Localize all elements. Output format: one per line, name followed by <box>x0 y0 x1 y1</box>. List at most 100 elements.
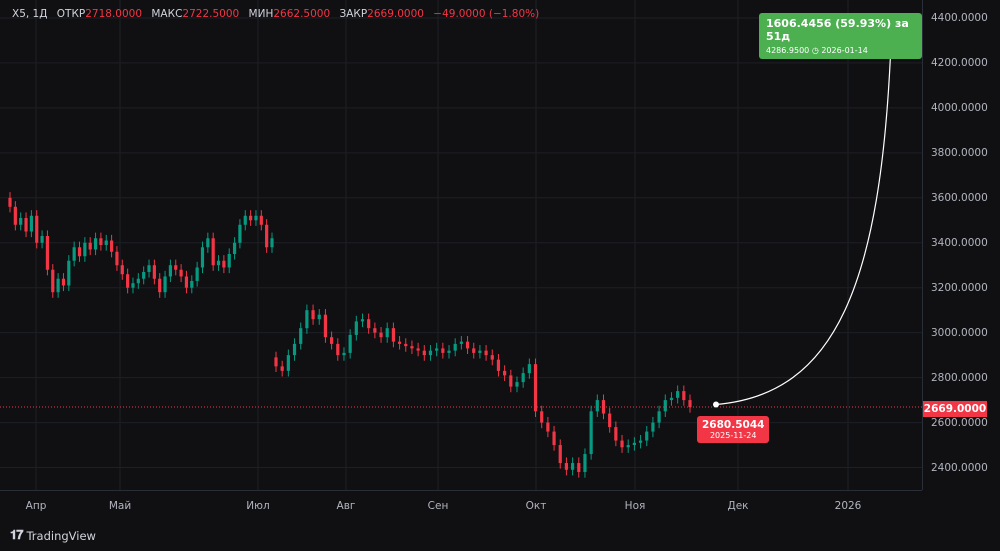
candle-body <box>99 238 103 245</box>
candle-body <box>546 422 550 432</box>
start-point-date: 2025-11-24 <box>709 431 757 440</box>
candle-body <box>626 445 630 448</box>
candle-body <box>115 251 119 266</box>
candle-body <box>360 319 365 322</box>
candle-body <box>459 341 463 344</box>
projection-date: 2026-01-14 <box>821 46 868 55</box>
close-label: ЗАКР <box>339 8 368 20</box>
candle-body <box>131 283 135 288</box>
candle-body <box>274 357 278 367</box>
projection-label[interactable]: 1606.4456 (59.93%) за 51д 4286.9500 ◷ 20… <box>759 13 922 59</box>
candle-body <box>83 242 87 257</box>
candle-body <box>152 265 156 279</box>
candlestick-chart[interactable] <box>0 0 922 490</box>
x-tick-label: Сен <box>427 500 449 512</box>
candle-body <box>552 431 556 446</box>
candle-body <box>227 253 231 268</box>
x-tick-label: Авг <box>336 500 356 512</box>
candle-body <box>669 397 674 401</box>
candle-body <box>379 332 383 338</box>
candle-body <box>45 236 50 270</box>
candle-body <box>496 359 501 371</box>
candle-body <box>67 260 71 286</box>
candle-body <box>373 328 377 333</box>
candle-body <box>8 197 12 207</box>
candle-body <box>216 260 221 266</box>
candle-body <box>270 238 274 248</box>
candle-body <box>620 440 624 448</box>
clock-icon: ◷ <box>811 46 819 55</box>
candle-body <box>211 238 215 266</box>
candle-body <box>682 391 686 401</box>
candle-body <box>657 411 661 423</box>
projection-price-date: 4286.9500 ◷ 2026-01-14 <box>766 46 915 55</box>
candle-body <box>428 350 433 356</box>
open-value: 2718.0000 <box>85 8 143 20</box>
candle-body <box>292 343 297 356</box>
candle-body <box>109 240 114 252</box>
candle-body <box>385 328 389 338</box>
y-tick-label: 4000.0000 <box>931 101 988 114</box>
open-label: ОТКР <box>56 8 86 20</box>
candle-body <box>533 364 538 412</box>
candle-body <box>336 343 340 356</box>
tradingview-brand[interactable]: 𝟏𝟕 TradingView <box>10 528 96 543</box>
candle-body <box>676 391 680 398</box>
candle-body <box>238 224 242 243</box>
candle-body <box>174 265 178 270</box>
candle-body <box>93 238 98 250</box>
high-label: МАКС <box>151 8 183 20</box>
candle-body <box>478 350 482 353</box>
candle-body <box>651 422 655 432</box>
candle-body <box>416 348 420 351</box>
candle-body <box>663 400 667 412</box>
candle-body <box>330 337 334 344</box>
candle-body <box>190 280 194 288</box>
x-tick-label: Апр <box>25 500 47 512</box>
candle-body <box>158 278 162 293</box>
candle-body <box>608 413 612 428</box>
candle-body <box>391 328 396 342</box>
candle-body <box>521 373 525 383</box>
candle-body <box>88 242 92 250</box>
candle-body <box>484 350 488 356</box>
symbol-interval[interactable]: X5, 1Д <box>12 8 48 20</box>
candle-body <box>104 240 108 245</box>
candle-body <box>397 341 402 344</box>
candle-body <box>195 267 199 281</box>
x-tick-label: Окт <box>525 500 547 512</box>
candle-body <box>311 310 315 320</box>
candle-body <box>577 463 581 473</box>
start-point-label[interactable]: 2680.5044 2025-11-24 <box>697 416 770 443</box>
candle-body <box>367 319 371 329</box>
candle-body <box>583 454 587 473</box>
low-label: МИН <box>248 8 274 20</box>
candle-body <box>249 215 253 221</box>
candle-body <box>348 334 352 353</box>
candle-body <box>354 321 358 335</box>
brand-name: TradingView <box>26 528 96 543</box>
candle-body <box>465 341 470 349</box>
candle-body <box>163 276 167 293</box>
change-value: −49.0000 (−1.80%) <box>433 8 540 20</box>
candle-body <box>56 278 60 293</box>
candle-body <box>206 238 210 248</box>
candle-body <box>24 218 28 232</box>
candle-body <box>19 218 23 225</box>
candle-body <box>40 236 44 243</box>
candle-body <box>136 278 140 284</box>
candle-body <box>515 382 519 387</box>
x-tick-label: 2026 <box>834 500 862 512</box>
candle-body <box>120 265 124 275</box>
candle-body <box>595 400 599 412</box>
ohlc-legend: X5, 1Д ОТКР2718.0000 МАКС2722.5000 МИН26… <box>12 8 539 20</box>
y-tick-label: 2600.0000 <box>931 416 988 429</box>
candle-body <box>222 260 226 268</box>
start-point-price: 2680.5044 <box>702 419 765 431</box>
y-tick-label: 3600.0000 <box>931 191 988 204</box>
x-tick-label: Май <box>108 500 132 512</box>
candle-body <box>527 364 531 374</box>
y-tick-label: 4200.0000 <box>931 56 988 69</box>
chart-plot-area[interactable]: X5, 1Д ОТКР2718.0000 МАКС2722.5000 МИН26… <box>0 0 922 490</box>
time-axis[interactable]: Апр Май Июл Авг Сен Окт Ноя Дек 2026 <box>0 490 922 519</box>
